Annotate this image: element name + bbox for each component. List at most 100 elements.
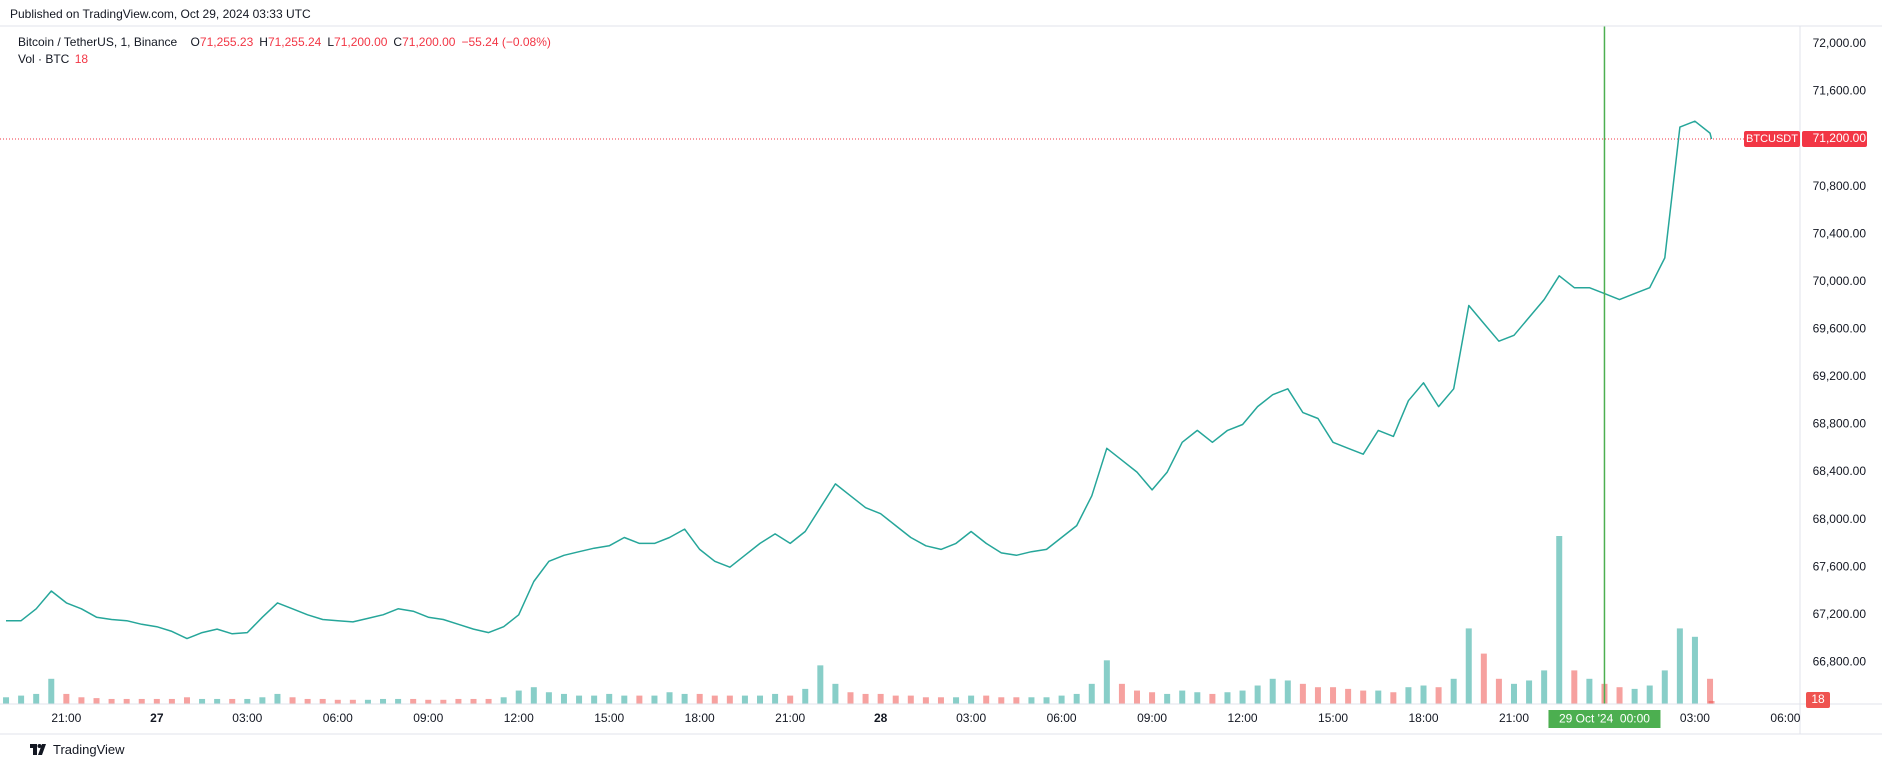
volume-bar bbox=[153, 698, 160, 704]
volume-bar bbox=[349, 699, 356, 704]
volume-bar bbox=[1118, 683, 1125, 704]
ohlc-value: 71,200.00 bbox=[402, 35, 456, 49]
volume-bar bbox=[1541, 670, 1548, 704]
volume-bar bbox=[319, 698, 326, 704]
volume-bar bbox=[1224, 692, 1231, 704]
volume-tag: 18 bbox=[1811, 692, 1825, 706]
crosshair-tag-bg bbox=[1548, 710, 1661, 728]
symbol: Bitcoin / TetherUS, 1, Binance bbox=[18, 35, 178, 49]
x-tick-label: 12:00 bbox=[504, 711, 534, 725]
volume-bar bbox=[334, 699, 341, 704]
volume-bar bbox=[681, 693, 688, 704]
volume-bar bbox=[18, 695, 25, 704]
volume-bar bbox=[470, 698, 477, 704]
x-tick-label: 09:00 bbox=[1137, 711, 1167, 725]
x-tick-label: 06:00 bbox=[323, 711, 353, 725]
last-price-tag-bg bbox=[1802, 131, 1867, 147]
symbol-tag: BTCUSDT bbox=[1746, 133, 1798, 145]
volume-bar bbox=[1661, 670, 1668, 704]
change: −55.24 (−0.08%) bbox=[461, 35, 551, 49]
volume-bar bbox=[666, 692, 673, 704]
volume-bar bbox=[560, 693, 567, 704]
y-tick-label: 68,000.00 bbox=[1813, 512, 1867, 526]
footer: TradingView bbox=[30, 742, 125, 757]
x-tick-label: 21:00 bbox=[1499, 711, 1529, 725]
volume-bar bbox=[108, 698, 115, 704]
volume-bar bbox=[93, 698, 100, 704]
y-tick-label: 68,400.00 bbox=[1813, 464, 1867, 478]
volume-bar bbox=[757, 695, 764, 704]
volume-bar bbox=[168, 698, 175, 704]
volume-bar bbox=[1239, 690, 1246, 704]
volume-bar bbox=[817, 665, 824, 704]
volume-tag-bg bbox=[1806, 691, 1830, 708]
axes: 66,800.00 67,200.00 67,600.00 68,000.00 68,4… bbox=[51, 36, 1867, 728]
volume-bar bbox=[787, 695, 794, 704]
volume-bar bbox=[1586, 678, 1593, 704]
volume-bar bbox=[1390, 692, 1397, 704]
y-tick-label: 67,200.00 bbox=[1813, 607, 1867, 621]
x-tick-label: 03:00 bbox=[956, 711, 986, 725]
x-tick-label: 03:00 bbox=[1680, 711, 1710, 725]
volume-bar bbox=[576, 695, 583, 704]
x-tick-label: 15:00 bbox=[594, 711, 624, 725]
volume-bar bbox=[711, 695, 718, 704]
volume-bar bbox=[726, 695, 733, 704]
volume-bar bbox=[741, 695, 748, 704]
x-tick-label: 03:00 bbox=[232, 711, 262, 725]
volume-bar bbox=[1616, 687, 1623, 704]
x-tick-label: 21:00 bbox=[51, 711, 81, 725]
volume-bar bbox=[48, 678, 55, 704]
published-note: Published on TradingView.com, Oct 29, 20… bbox=[10, 7, 311, 21]
volume-bar bbox=[892, 695, 899, 704]
ohlc-value: 71,255.24 bbox=[267, 35, 322, 49]
ohlc-value: 71,200.00 bbox=[334, 35, 388, 49]
price-pane bbox=[0, 26, 1800, 704]
volume-bar bbox=[1330, 687, 1337, 704]
volume-bar bbox=[78, 697, 85, 704]
ohlc-key: C bbox=[393, 35, 403, 49]
volume-bar bbox=[274, 693, 281, 704]
y-tick-label: 72,000.00 bbox=[1813, 36, 1867, 50]
volume-bar bbox=[1254, 685, 1261, 704]
volume-bar bbox=[545, 692, 552, 704]
volume-bar bbox=[1134, 690, 1141, 704]
ohlc-key: H bbox=[259, 35, 268, 49]
volume-bar bbox=[1073, 693, 1080, 704]
volume-bar bbox=[1043, 697, 1050, 704]
x-tick-label: 21:00 bbox=[775, 711, 805, 725]
volume-bar bbox=[922, 697, 929, 704]
volume-bar bbox=[123, 698, 130, 704]
volume-bar bbox=[229, 698, 236, 704]
volume-bar bbox=[214, 698, 221, 704]
volume-bar bbox=[621, 695, 628, 704]
volume-label: Vol · BTC bbox=[18, 52, 70, 66]
footer-brand: TradingView bbox=[53, 742, 125, 757]
volume-bar bbox=[983, 695, 990, 704]
volume-bar bbox=[244, 698, 251, 704]
volume-bar bbox=[1495, 678, 1502, 704]
volume-bar bbox=[1028, 697, 1035, 704]
volume-bar bbox=[1420, 685, 1427, 704]
volume-bar bbox=[259, 697, 266, 704]
volume-bar bbox=[1314, 687, 1321, 704]
x-tick-label: 09:00 bbox=[413, 711, 443, 725]
volume-bar bbox=[1284, 680, 1291, 704]
volume-bar bbox=[455, 698, 462, 704]
volume-bar bbox=[696, 693, 703, 704]
volume-bar bbox=[199, 698, 206, 704]
volume-bar bbox=[1707, 678, 1714, 704]
volume-bar bbox=[1058, 695, 1065, 704]
volume-bar bbox=[591, 695, 598, 704]
y-tick-label: 67,600.00 bbox=[1813, 559, 1867, 573]
symbol-tag-bg bbox=[1744, 131, 1800, 147]
volume-bar bbox=[1164, 693, 1171, 704]
volume-bar bbox=[1375, 690, 1382, 704]
volume-bar bbox=[636, 695, 643, 704]
volume-bar bbox=[1708, 700, 1715, 704]
volume-bar bbox=[1179, 690, 1186, 704]
volume-bar bbox=[1013, 697, 1020, 704]
logo bbox=[30, 743, 46, 755]
y-tick-label: 69,200.00 bbox=[1813, 369, 1867, 383]
